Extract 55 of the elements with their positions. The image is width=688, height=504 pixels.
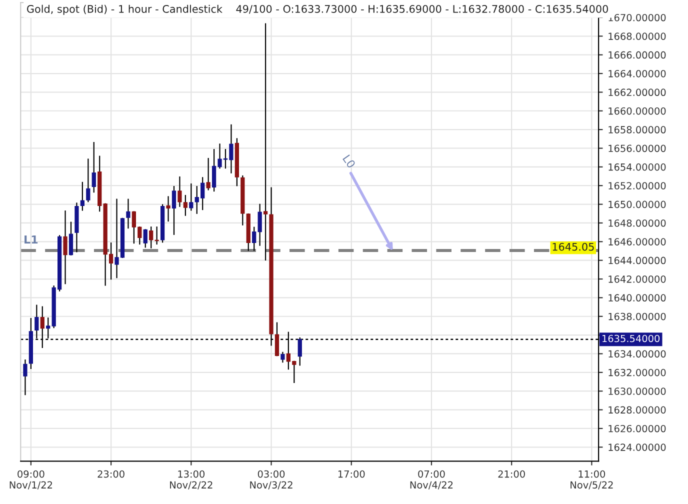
y-tick-label: 1650.00000 <box>608 200 666 208</box>
y-tick-label: 1644.00000 <box>608 256 666 264</box>
y-tick-label: 1624.00000 <box>608 444 666 451</box>
y-tick-label: 1632.00000 <box>608 368 666 376</box>
x-tick-label: 17:00 <box>338 470 365 478</box>
y-tick-label: 1670.00000 <box>608 14 666 22</box>
candlestick <box>206 158 210 190</box>
candlestick <box>189 183 194 211</box>
x-tick-label: 03:00 Nov/3/22 <box>250 470 292 490</box>
y-tick-label: 1660.00000 <box>608 107 666 115</box>
annotation: 1645.05 <box>552 242 594 251</box>
candlestick <box>178 176 182 207</box>
y-tick-label: 1652.00000 <box>608 182 666 190</box>
y-tick-label: 1648.00000 <box>608 219 666 227</box>
x-tick-label: 13:00 Nov/2/22 <box>170 470 212 490</box>
candlestick <box>68 222 74 256</box>
candlestick <box>258 204 262 246</box>
x-tick-label: 07:00 Nov/4/22 <box>410 470 453 490</box>
candlestick <box>86 158 90 202</box>
candlestick <box>263 23 268 261</box>
candlestick <box>166 196 170 222</box>
ref-line-label: 1635.54000 <box>602 334 660 342</box>
x-tick-label: 09:00 Nov/1/22 <box>10 470 52 490</box>
y-tick-label: 1642.00000 <box>608 275 666 283</box>
y-tick-label: 1658.00000 <box>608 126 666 134</box>
y-tick-label: 1654.00000 <box>608 163 666 171</box>
y-tick-label: 1630.00000 <box>608 388 666 395</box>
y-tick-label: 1668.00000 <box>608 32 666 40</box>
y-tick-label: 1662.00000 <box>608 88 666 96</box>
candlestick <box>23 360 28 396</box>
candlestick <box>172 186 176 235</box>
y-tick-label: 1640.00000 <box>608 294 666 302</box>
candlestick <box>92 142 96 193</box>
candlestick <box>252 226 256 251</box>
y-tick-label: 1646.00000 <box>608 238 666 246</box>
candlestick <box>126 198 130 229</box>
candlestick <box>149 226 154 248</box>
candlestick <box>280 352 285 363</box>
x-tick-label: 11:00 Nov/5/22 <box>570 470 613 490</box>
x-tick-label: 21:00 <box>498 470 525 478</box>
candlestick <box>80 182 85 211</box>
y-tick-label: 1664.00000 <box>608 70 666 78</box>
x-tick-label: 23:00 <box>98 470 124 478</box>
chart-title: Gold, spot (Bid) - 1 hour - Candlestick 49/100 - O:1633.73000 - H:1635.69000 - L:1632.78000 - C:1635.54000 <box>27 4 608 15</box>
candlestick <box>143 229 148 248</box>
candlestick <box>183 194 188 216</box>
y-tick-label: 1656.00000 <box>608 144 666 152</box>
ref-line-label: L1 <box>24 235 38 244</box>
y-tick-label: 1626.00000 <box>608 424 666 432</box>
candlestick <box>63 210 68 284</box>
y-tick-label: 1666.00000 <box>608 51 666 59</box>
annotation: L0 <box>342 154 356 169</box>
y-tick-label: 1628.00000 <box>608 406 666 414</box>
y-tick-label: 1638.00000 <box>608 312 666 320</box>
y-tick-label: 1634.00000 <box>608 350 666 358</box>
